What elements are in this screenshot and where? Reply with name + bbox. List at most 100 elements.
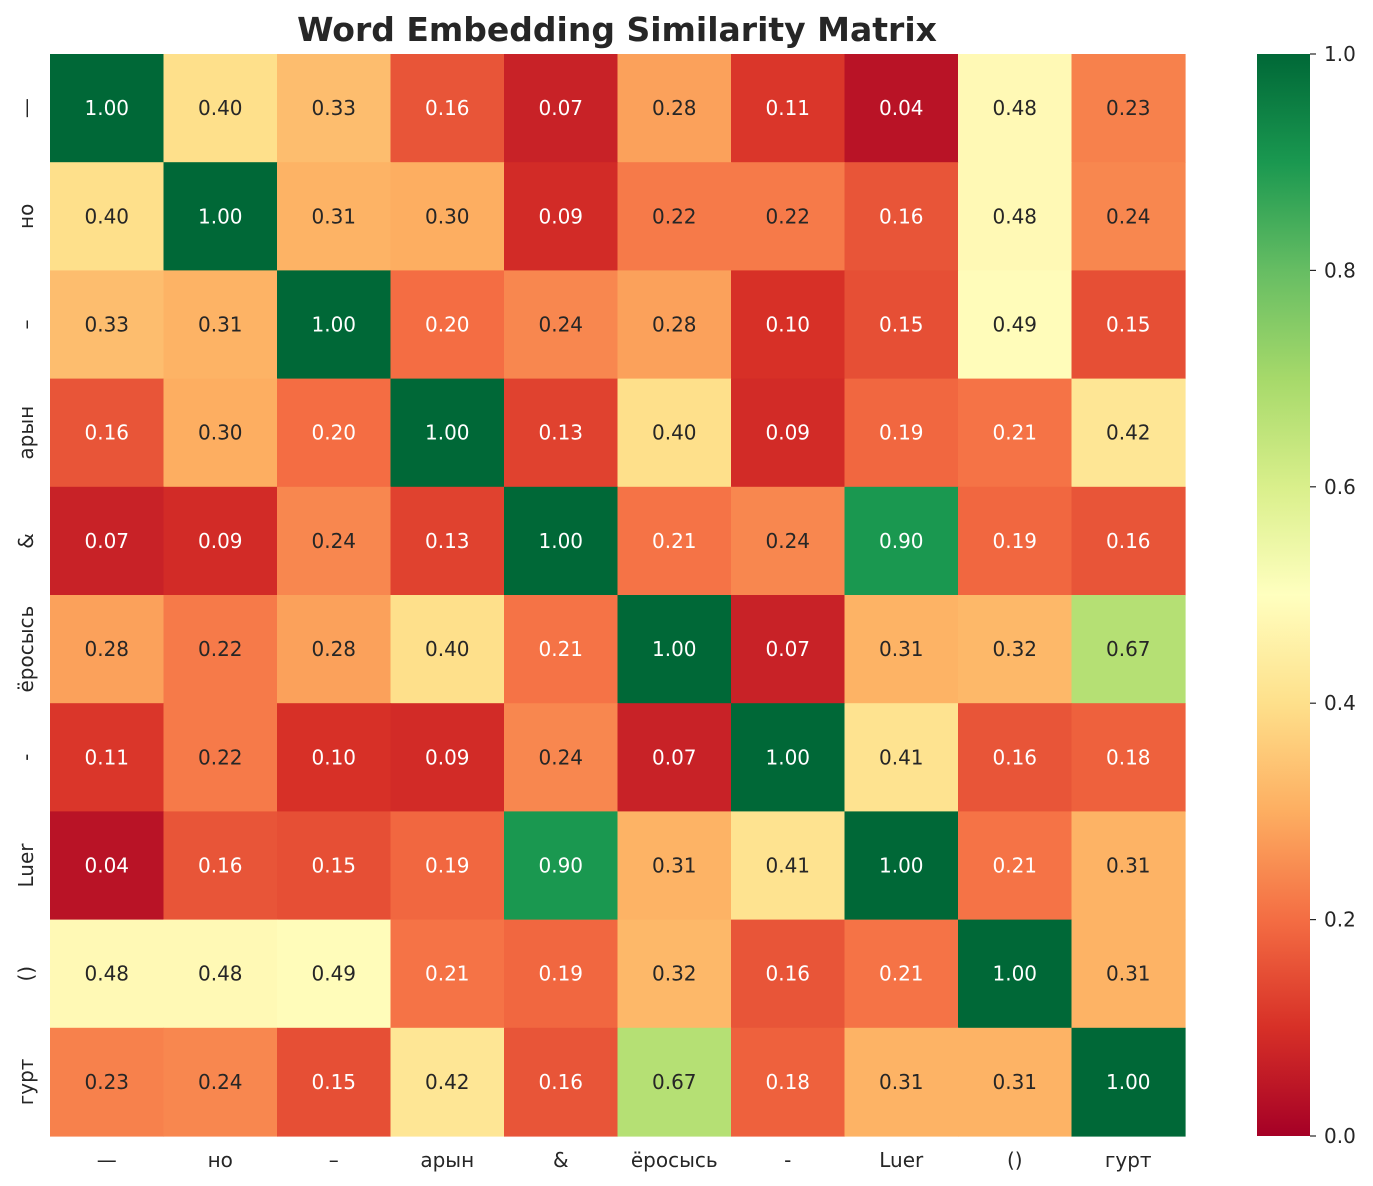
heatmap-cell xyxy=(163,486,278,596)
heatmap-cell-value: 0.16 xyxy=(992,745,1037,769)
heatmap-cell xyxy=(390,919,505,1029)
heatmap-cell xyxy=(958,270,1073,380)
heatmap-cell xyxy=(390,703,505,812)
heatmap-cell xyxy=(1071,162,1186,271)
heatmap-cell xyxy=(844,162,959,271)
heatmap-cell-value: 0.31 xyxy=(652,854,697,878)
heatmap-cell-value: 0.11 xyxy=(765,96,810,120)
heatmap-cell xyxy=(844,703,959,812)
y-tick-label: ёросысь xyxy=(14,606,38,693)
heatmap-cell-value: 0.21 xyxy=(538,637,583,661)
heatmap-cell xyxy=(617,595,732,704)
heatmap-cell-value: 0.16 xyxy=(198,854,243,878)
heatmap-cell-value: 0.15 xyxy=(1106,313,1151,337)
x-tick-label: & xyxy=(553,1148,569,1172)
heatmap-cell xyxy=(50,703,165,812)
heatmap-cell-value: 1.00 xyxy=(879,854,924,878)
heatmap-cell xyxy=(390,162,505,271)
heatmap-cell xyxy=(958,1027,1073,1137)
heatmap-cell xyxy=(163,703,278,812)
heatmap-cell-value: 0.18 xyxy=(1106,745,1151,769)
heatmap-cell xyxy=(617,1027,732,1137)
heatmap-cell-value: 0.30 xyxy=(198,421,243,445)
heatmap-cell-value: 0.31 xyxy=(1106,962,1151,986)
heatmap-cell-value: 0.16 xyxy=(765,962,810,986)
heatmap-cell xyxy=(163,595,278,704)
heatmap-cell-value: 0.22 xyxy=(198,637,243,661)
heatmap-cell xyxy=(617,270,732,380)
heatmap-cell xyxy=(958,703,1073,812)
heatmap-cell-value: 1.00 xyxy=(765,745,810,769)
heatmap-cell xyxy=(731,162,846,271)
heatmap-cell xyxy=(844,595,959,704)
heatmap-cell xyxy=(1071,811,1186,921)
heatmap-cell xyxy=(163,1027,278,1137)
heatmap-cell-value: 0.31 xyxy=(992,1070,1037,1094)
heatmap-cell-value: 0.24 xyxy=(765,529,810,553)
heatmap-cell-value: 0.20 xyxy=(311,421,356,445)
heatmap-cell xyxy=(1071,378,1186,488)
heatmap-cell xyxy=(617,162,732,271)
heatmap-cell-value: 0.33 xyxy=(84,313,129,337)
heatmap-cell-value: 0.22 xyxy=(198,745,243,769)
heatmap-cell-value: 0.21 xyxy=(425,962,470,986)
heatmap-cell-value: 1.00 xyxy=(198,204,243,228)
heatmap-cell xyxy=(277,378,392,488)
heatmap-cell-value: 0.40 xyxy=(425,637,470,661)
heatmap-cell xyxy=(1071,595,1186,704)
heatmap-cell xyxy=(163,162,278,271)
heatmap-cell xyxy=(390,378,505,488)
colorbar-ticks: 0.0 0.2 0.4 0.6 0.8 1.0 xyxy=(1310,42,1356,1148)
heatmap-cell-value: 1.00 xyxy=(84,96,129,120)
x-tick-label: – xyxy=(329,1148,339,1172)
heatmap-cell-value: 0.07 xyxy=(84,529,129,553)
heatmap-cell xyxy=(277,162,392,271)
heatmap-cell xyxy=(504,486,619,596)
x-tick-label: арын xyxy=(420,1148,474,1172)
heatmap-cell-value: 1.00 xyxy=(652,637,697,661)
heatmap-cell xyxy=(844,919,959,1029)
heatmap-cell-value: 0.28 xyxy=(652,313,697,337)
heatmap-cell-value: 0.33 xyxy=(311,96,356,120)
heatmap-cell xyxy=(844,270,959,380)
heatmap-cell xyxy=(844,1027,959,1137)
heatmap-cell-value: 1.00 xyxy=(425,421,470,445)
heatmap-cell xyxy=(504,54,619,163)
heatmap-cell-value: 0.31 xyxy=(198,313,243,337)
heatmap-cell-value: 0.24 xyxy=(538,745,583,769)
heatmap-cell-value: 0.15 xyxy=(311,854,356,878)
heatmap-cell-value: 0.04 xyxy=(84,854,129,878)
x-tick-label: Luer xyxy=(879,1148,924,1172)
heatmap-cell-value: 0.09 xyxy=(538,204,583,228)
heatmap-cell-value: 0.09 xyxy=(425,745,470,769)
heatmap-cell-value: 0.07 xyxy=(538,96,583,120)
heatmap-cell xyxy=(844,811,959,921)
heatmap-cell-value: 0.48 xyxy=(198,962,243,986)
x-tick-label: () xyxy=(1007,1148,1023,1172)
heatmap-cell xyxy=(731,378,846,488)
y-tick-label: Luer xyxy=(14,843,38,888)
heatmap-cell-value: 0.13 xyxy=(538,421,583,445)
heatmap-cell-value: 0.20 xyxy=(425,313,470,337)
heatmap-cell-value: 0.21 xyxy=(652,529,697,553)
y-tick-label: — xyxy=(14,98,38,118)
heatmap-cell xyxy=(504,595,619,704)
heatmap-cell xyxy=(1071,270,1186,380)
heatmap-cell-value: 0.07 xyxy=(652,745,697,769)
heatmap-cell-value: 0.21 xyxy=(992,421,1037,445)
colorbar-tick-label: 1.0 xyxy=(1324,42,1356,66)
heatmap-cell xyxy=(731,1027,846,1137)
heatmap-cell-value: 0.40 xyxy=(84,204,129,228)
x-tick-label: — xyxy=(97,1148,117,1172)
colorbar-tick-label: 0.0 xyxy=(1324,1124,1356,1148)
heatmap-cell xyxy=(504,378,619,488)
heatmap-cell-value: 0.49 xyxy=(311,962,356,986)
heatmap-cell xyxy=(958,162,1073,271)
heatmap-cell xyxy=(504,162,619,271)
heatmap-cell-value: 0.19 xyxy=(425,854,470,878)
heatmap-cell-value: 0.13 xyxy=(425,529,470,553)
heatmap-cell-value: 0.31 xyxy=(879,637,924,661)
heatmap-cell xyxy=(617,54,732,163)
heatmap-cell-value: 0.15 xyxy=(311,1070,356,1094)
heatmap-cell-value: 0.22 xyxy=(652,204,697,228)
